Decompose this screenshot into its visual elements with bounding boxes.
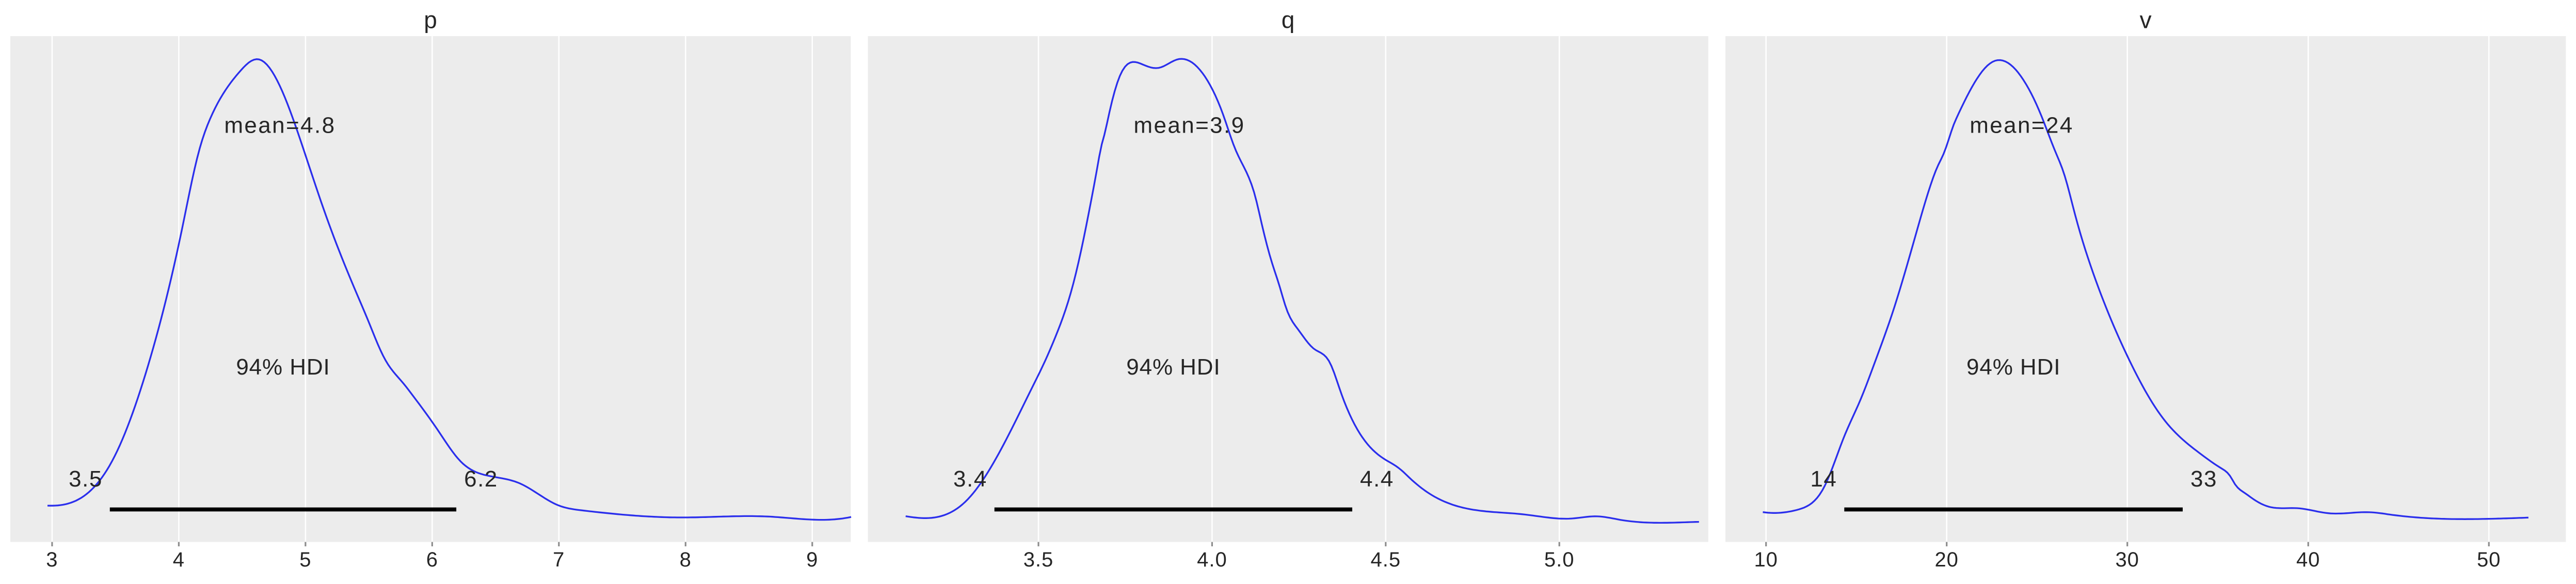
svg-text:50: 50: [2477, 548, 2501, 571]
svg-text:3.5: 3.5: [1023, 548, 1054, 571]
svg-text:33: 33: [2190, 466, 2217, 492]
svg-text:4.5: 4.5: [1370, 548, 1401, 571]
svg-text:30: 30: [2115, 548, 2139, 571]
svg-text:4.4: 4.4: [1360, 466, 1394, 492]
svg-text:9: 9: [806, 548, 818, 571]
svg-text:4: 4: [173, 548, 185, 571]
svg-text:6: 6: [426, 548, 438, 571]
svg-text:p: p: [424, 7, 437, 34]
svg-text:20: 20: [1934, 548, 1959, 571]
svg-text:6.2: 6.2: [464, 466, 498, 492]
svg-text:mean=3.9: mean=3.9: [1133, 113, 1245, 138]
svg-text:10: 10: [1754, 548, 1778, 571]
svg-text:5: 5: [299, 548, 311, 571]
svg-text:8: 8: [680, 548, 692, 571]
svg-text:5.0: 5.0: [1544, 548, 1575, 571]
svg-text:3.5: 3.5: [69, 466, 103, 492]
svg-text:v: v: [2140, 7, 2152, 34]
svg-text:94% HDI: 94% HDI: [1966, 354, 2060, 380]
svg-text:7: 7: [553, 548, 565, 571]
svg-text:94% HDI: 94% HDI: [236, 354, 330, 380]
svg-text:mean=4.8: mean=4.8: [224, 113, 335, 138]
svg-text:40: 40: [2296, 548, 2321, 571]
svg-text:3.4: 3.4: [953, 466, 987, 492]
svg-text:mean=24: mean=24: [1970, 113, 2074, 138]
svg-text:3: 3: [46, 548, 58, 571]
svg-text:q: q: [1282, 7, 1295, 34]
svg-text:4.0: 4.0: [1197, 548, 1227, 571]
svg-text:14: 14: [1810, 466, 1837, 492]
svg-text:94% HDI: 94% HDI: [1126, 354, 1220, 380]
